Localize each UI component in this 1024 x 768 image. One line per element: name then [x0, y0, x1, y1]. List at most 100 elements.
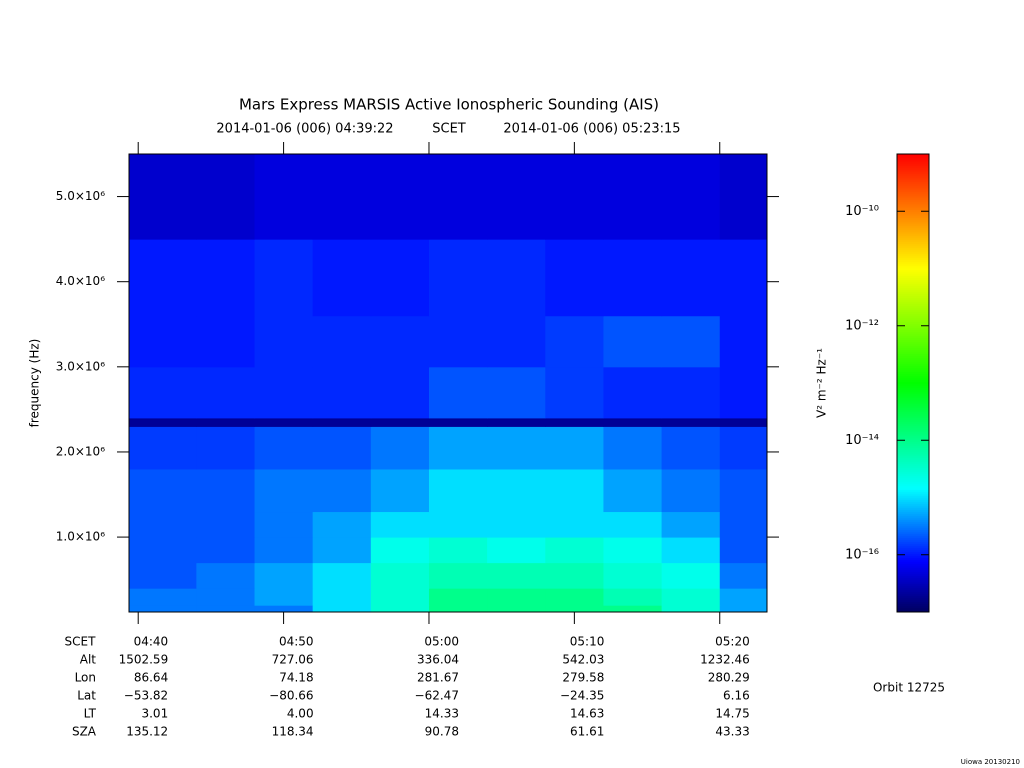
- spectrogram-cell: [545, 315, 604, 368]
- y-tick-label: 5.0×10⁶: [56, 189, 105, 203]
- colorbar-step: [897, 298, 929, 301]
- spectrogram-cell: [312, 239, 372, 317]
- colorbar-step: [897, 254, 929, 257]
- colorbar-step: [897, 208, 929, 211]
- colorbar-step: [897, 236, 929, 239]
- spectrogram-cell: [312, 426, 372, 470]
- spectrogram-cell: [254, 426, 314, 470]
- ephemeris-value: −53.82: [124, 689, 168, 703]
- colorbar-step: [897, 306, 929, 309]
- spectrogram-cell: [312, 511, 372, 538]
- ephemeris-value: 118.34: [272, 725, 314, 739]
- colorbar-step: [897, 470, 929, 473]
- colorbar-step: [897, 392, 929, 395]
- colorbar-step: [897, 508, 929, 511]
- orbit-label: Orbit 12725: [873, 681, 945, 695]
- x-tick-label: 04:50: [279, 635, 314, 649]
- spectrogram-cell: [129, 511, 197, 538]
- colorbar-step: [897, 230, 929, 233]
- spectrogram-cell: [719, 588, 768, 606]
- colorbar-step: [897, 426, 929, 429]
- colorbar-step: [897, 342, 929, 345]
- colorbar-step: [897, 450, 929, 453]
- colorbar-step: [897, 320, 929, 323]
- spectrogram-cell: [254, 537, 314, 564]
- spectrogram-cell: [370, 417, 430, 427]
- ephemeris-value: 86.64: [134, 671, 168, 685]
- colorbar-step: [897, 474, 929, 477]
- spectrogram-cell: [603, 315, 663, 368]
- colorbar-step: [897, 480, 929, 483]
- ephemeris-value: 727.06: [272, 653, 314, 667]
- spectrogram-cell: [370, 366, 430, 419]
- colorbar-step: [897, 222, 929, 225]
- colorbar-step: [897, 564, 929, 567]
- colorbar-step: [897, 584, 929, 587]
- colorbar-step: [897, 186, 929, 189]
- colorbar-step: [897, 162, 929, 165]
- colorbar-step: [897, 368, 929, 371]
- spectrogram-cell: [661, 154, 721, 240]
- colorbar-step: [897, 408, 929, 411]
- colorbar-step: [897, 606, 929, 609]
- spectrogram-cell: [370, 426, 430, 470]
- spectrogram-cell: [129, 426, 197, 470]
- spectrogram-cell: [254, 154, 314, 240]
- colorbar-step: [897, 518, 929, 521]
- colorbar-step: [897, 596, 929, 599]
- spectrogram-cell: [196, 315, 256, 368]
- colorbar-step: [897, 366, 929, 369]
- colorbar-step: [897, 292, 929, 295]
- spectrogram-cell: [487, 417, 546, 427]
- spectrogram-cell: [428, 154, 488, 240]
- colorbar-step: [897, 404, 929, 407]
- spectrogram-cell: [312, 537, 372, 564]
- spectrogram-cell: [719, 511, 768, 538]
- spectrogram-cell: [603, 588, 663, 606]
- spectrogram-cell: [129, 315, 197, 368]
- colorbar-step: [897, 546, 929, 549]
- spectrogram-cell: [254, 588, 314, 606]
- colorbar-step: [897, 252, 929, 255]
- colorbar-step: [897, 346, 929, 349]
- colorbar-step: [897, 262, 929, 265]
- colorbar-step: [897, 296, 929, 299]
- colorbar-step: [897, 582, 929, 585]
- colorbar-step: [897, 372, 929, 375]
- colorbar-step: [897, 154, 929, 157]
- spectrogram-cell: [603, 605, 663, 613]
- colorbar-step: [897, 548, 929, 551]
- colorbar-step: [897, 524, 929, 527]
- colorbar-step: [897, 430, 929, 433]
- colorbar-step: [897, 270, 929, 273]
- spectrogram-cell: [254, 239, 314, 317]
- ephemeris-value: −62.47: [415, 689, 459, 703]
- spectrogram-cell: [428, 605, 488, 613]
- colorbar-step: [897, 460, 929, 463]
- spectrogram-cell: [719, 154, 768, 240]
- colorbar-step: [897, 340, 929, 343]
- colorbar-step: [897, 476, 929, 479]
- spectrogram-cell: [370, 154, 430, 240]
- colorbar-step: [897, 534, 929, 537]
- colorbar-step: [897, 386, 929, 389]
- spectrogram-cell: [312, 417, 372, 427]
- colorbar-step: [897, 576, 929, 579]
- spectrogram-cell: [603, 511, 663, 538]
- colorbar-step: [897, 288, 929, 291]
- colorbar-step: [897, 244, 929, 247]
- colorbar-step: [897, 348, 929, 351]
- colorbar-step: [897, 484, 929, 487]
- spectrogram-cell: [254, 605, 314, 613]
- colorbar-tick-label: 10⁻¹⁶: [845, 547, 879, 562]
- spectrogram-cell: [603, 366, 663, 419]
- spectrogram-cell: [487, 562, 546, 589]
- spectrogram-cell: [603, 537, 663, 564]
- spectrogram-cell: [428, 315, 488, 368]
- spectrogram-cell: [661, 588, 721, 606]
- colorbar-step: [897, 516, 929, 519]
- colorbar-step: [897, 338, 929, 341]
- colorbar-step: [897, 344, 929, 347]
- y-tick-label: 2.0×10⁶: [56, 444, 105, 458]
